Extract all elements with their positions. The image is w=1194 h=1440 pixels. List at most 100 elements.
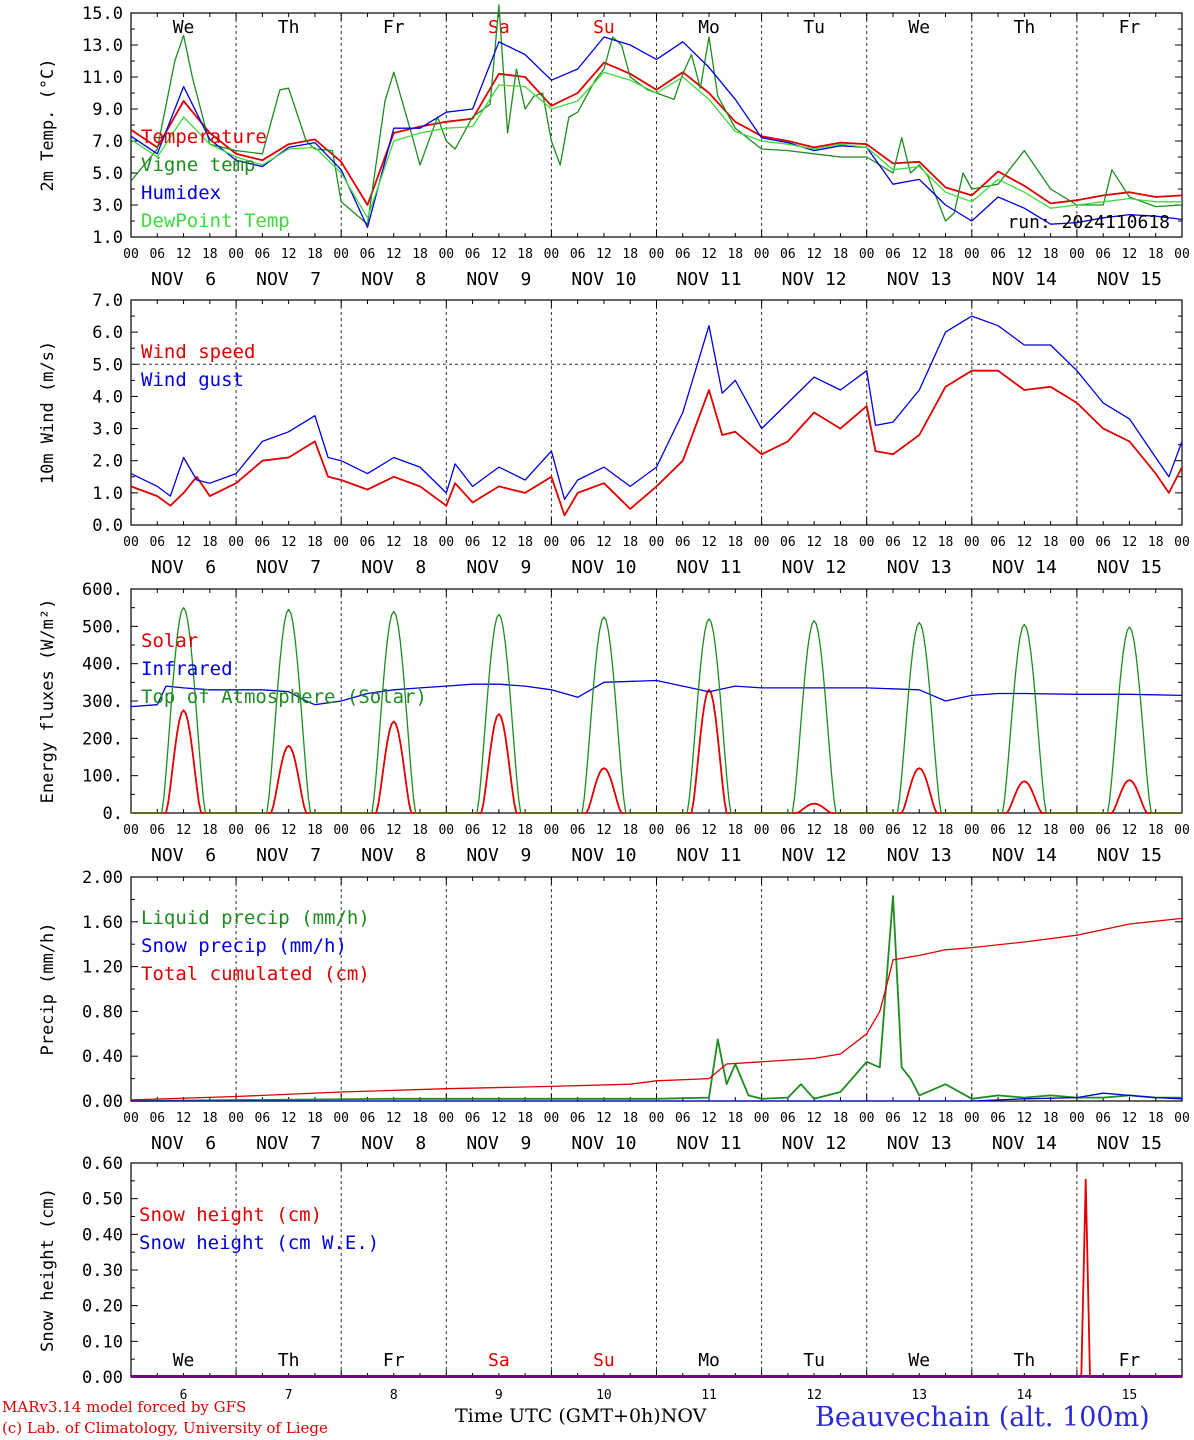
hour-tick-label: 00 bbox=[544, 535, 560, 550]
hour-tick-label: 12 bbox=[1017, 247, 1033, 262]
date-label: NOV 7 bbox=[256, 845, 321, 866]
y-axis-title: Energy fluxes (W/m²) bbox=[38, 599, 58, 804]
y-tick-label: 0.00 bbox=[82, 1092, 123, 1112]
hour-tick-label: 06 bbox=[885, 823, 901, 838]
hour-tick-label: 06 bbox=[570, 535, 586, 550]
date-label: NOV 14 bbox=[992, 557, 1057, 578]
hour-tick-label: 00 bbox=[1069, 1111, 1085, 1126]
y-tick-label: 0.00 bbox=[82, 1368, 123, 1388]
series-line-infrared bbox=[130, 679, 1183, 708]
y-tick-label: 0.0 bbox=[92, 516, 123, 536]
date-label: NOV 6 bbox=[151, 845, 216, 866]
hour-tick-label: 00 bbox=[333, 247, 349, 262]
y-tick-label: 1.60 bbox=[82, 913, 123, 933]
hour-tick-label: 06 bbox=[990, 1111, 1006, 1126]
hour-tick-label: 06 bbox=[675, 247, 691, 262]
hour-tick-label: 18 bbox=[202, 535, 218, 550]
hour-tick-label: 00 bbox=[754, 1111, 770, 1126]
hour-tick-label: 18 bbox=[517, 1111, 533, 1126]
legend-entry: Wind speed bbox=[141, 341, 255, 363]
hour-tick-label: 00 bbox=[1069, 535, 1085, 550]
hour-tick-label: 06 bbox=[885, 1111, 901, 1126]
legend-entry: Total cumulated (cm) bbox=[141, 963, 370, 985]
hour-tick-label: 00 bbox=[438, 1111, 454, 1126]
y-tick-label: 7.0 bbox=[92, 132, 123, 152]
hour-tick-label: 12 bbox=[1017, 1111, 1033, 1126]
hour-tick-label: 18 bbox=[517, 823, 533, 838]
weekday-label: Tu bbox=[803, 17, 825, 38]
hour-tick-label: 18 bbox=[622, 823, 638, 838]
hour-tick-label: 00 bbox=[859, 1111, 875, 1126]
legend-entry: Solar bbox=[141, 630, 198, 652]
hour-tick-label: 00 bbox=[859, 247, 875, 262]
y-tick-label: 2.0 bbox=[92, 452, 123, 472]
hour-tick-label: 12 bbox=[596, 1111, 612, 1126]
hour-tick-label: 12 bbox=[806, 247, 822, 262]
hour-tick-label: 00 bbox=[544, 1111, 560, 1126]
y-tick-label: 13.0 bbox=[82, 36, 123, 56]
hour-tick-label: 12 bbox=[1122, 247, 1138, 262]
y-tick-label: 7.0 bbox=[92, 291, 123, 311]
hour-tick-label: 12 bbox=[386, 535, 402, 550]
hour-tick-label: 18 bbox=[1148, 247, 1164, 262]
hour-tick-label: 12 bbox=[281, 247, 297, 262]
day-number-label: 14 bbox=[1017, 1388, 1033, 1403]
date-label: NOV 11 bbox=[677, 1133, 742, 1154]
hour-tick-label: 00 bbox=[123, 1111, 139, 1126]
date-label: NOV 14 bbox=[992, 269, 1057, 290]
y-tick-label: 3.0 bbox=[92, 196, 123, 216]
hour-tick-label: 18 bbox=[622, 535, 638, 550]
hour-tick-label: 12 bbox=[386, 247, 402, 262]
hour-tick-label: 00 bbox=[1174, 535, 1190, 550]
y-axis-title: 10m Wind (m/s) bbox=[38, 341, 58, 484]
hour-tick-label: 18 bbox=[412, 1111, 428, 1126]
panel-2: 0.0 1.0 2.0 3.0 4.0 5.0 6.0 7.0 10m Wind (m/s) 00… bbox=[38, 291, 1190, 578]
day-number-label: 13 bbox=[911, 1388, 927, 1403]
date-label: NOV 14 bbox=[992, 1133, 1057, 1154]
series-line-dewpoint-temp bbox=[130, 71, 1182, 219]
hour-tick-label: 06 bbox=[465, 1111, 481, 1126]
hour-tick-label: 06 bbox=[465, 535, 481, 550]
date-label: NOV 6 bbox=[151, 557, 216, 578]
date-label: NOV 10 bbox=[571, 269, 636, 290]
legend-entry: Wind gust bbox=[141, 369, 244, 391]
panel-frame bbox=[130, 299, 1183, 526]
y-tick-label: 11.0 bbox=[82, 68, 123, 88]
hour-tick-label: 18 bbox=[1043, 535, 1059, 550]
month-label: NOV bbox=[660, 1405, 707, 1427]
hour-tick-label: 06 bbox=[570, 1111, 586, 1126]
hour-tick-label: 18 bbox=[1148, 1111, 1164, 1126]
lab-credit-line: (c) Lab. of Climatology, University of L… bbox=[2, 1419, 328, 1437]
hour-tick-label: 18 bbox=[833, 823, 849, 838]
hour-tick-label: 00 bbox=[438, 535, 454, 550]
weekday-label: We bbox=[908, 1350, 930, 1371]
weekday-label: We bbox=[173, 1350, 195, 1371]
date-label: NOV 7 bbox=[256, 269, 321, 290]
hour-tick-label: 06 bbox=[1095, 535, 1111, 550]
hour-tick-label: 06 bbox=[675, 823, 691, 838]
hour-tick-label: 18 bbox=[202, 823, 218, 838]
hour-tick-label: 18 bbox=[727, 535, 743, 550]
weekday-label: Mo bbox=[698, 1350, 720, 1371]
hour-tick-label: 12 bbox=[176, 535, 192, 550]
hour-tick-label: 12 bbox=[281, 1111, 297, 1126]
hour-tick-label: 06 bbox=[1095, 823, 1111, 838]
hour-tick-label: 18 bbox=[833, 247, 849, 262]
hour-tick-label: 00 bbox=[123, 247, 139, 262]
hour-tick-label: 18 bbox=[727, 1111, 743, 1126]
hour-tick-label: 00 bbox=[1174, 1111, 1190, 1126]
weekday-label: We bbox=[173, 17, 195, 38]
y-tick-label: 6.0 bbox=[92, 323, 123, 343]
series-line-wind-speed bbox=[130, 369, 1183, 517]
legend-entry: Snow precip (mm/h) bbox=[141, 935, 347, 957]
weekday-label: Th bbox=[1014, 1350, 1036, 1371]
panel-1: 1.0 3.0 5.0 7.0 9.0 11.0 13.0 15.0 2m Temp. (°C)… bbox=[38, 4, 1190, 290]
series-line-humidex bbox=[130, 36, 1183, 229]
hour-tick-label: 06 bbox=[360, 535, 376, 550]
hour-tick-label: 12 bbox=[491, 247, 507, 262]
hour-tick-label: 06 bbox=[885, 247, 901, 262]
hour-tick-label: 06 bbox=[885, 535, 901, 550]
y-tick-label: 1.0 bbox=[92, 484, 123, 504]
date-label: NOV 6 bbox=[151, 1133, 216, 1154]
panel-5: 0.00 0.10 0.20 0.30 0.40 0.50 0.60 Snow height … bbox=[38, 1154, 1183, 1403]
